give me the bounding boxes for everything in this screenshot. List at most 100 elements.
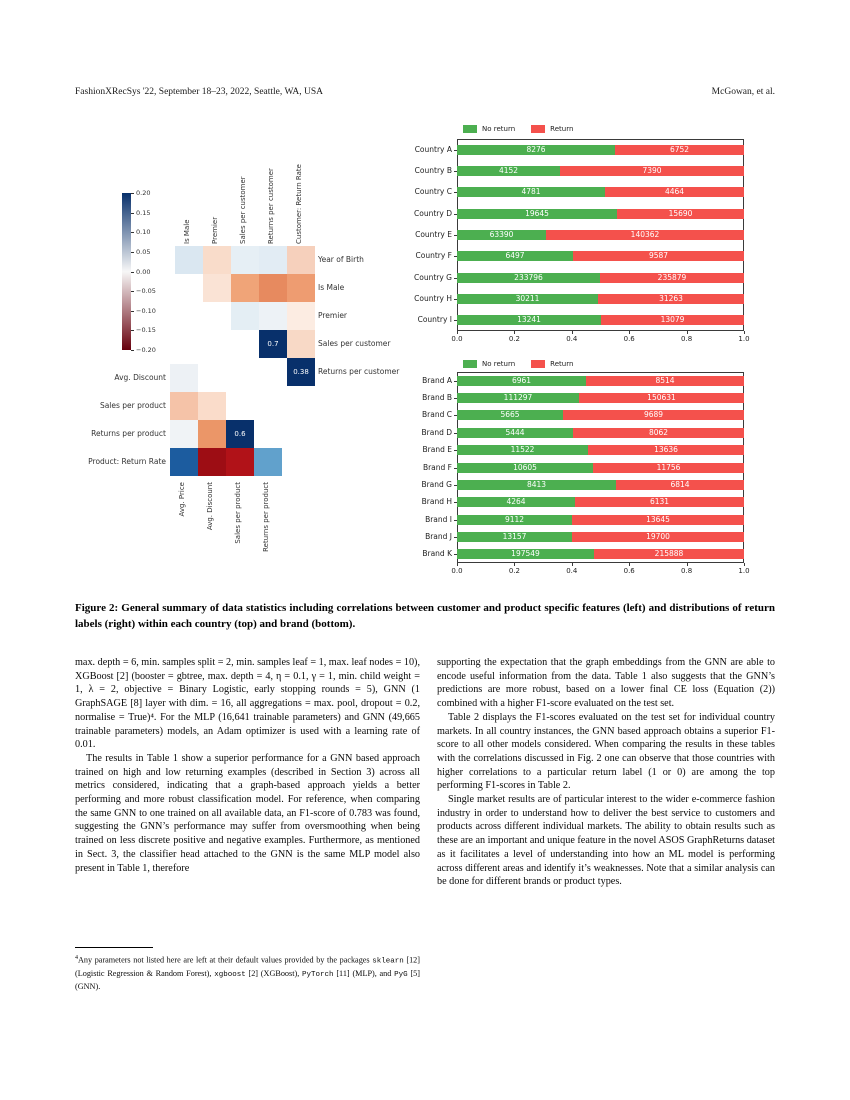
- heatmap-col-label: Sales per customer: [239, 176, 247, 244]
- x-axis-tick: [686, 331, 688, 334]
- bar-segment-no-return: 4264: [457, 497, 575, 508]
- bar-segment-return: 19700: [572, 531, 744, 542]
- colorbar-tick: [131, 291, 134, 293]
- category-label: Brand C: [422, 410, 452, 420]
- heatmap-row-label: Sales per product: [99, 401, 166, 410]
- x-tick-label: 0.2: [508, 335, 520, 343]
- heatmap-col-label: Sales per product: [234, 482, 242, 544]
- heatmap-cell: 0.6: [226, 420, 254, 448]
- footnote-code-text: PyTorch: [302, 970, 334, 979]
- y-axis-tick: [454, 519, 457, 521]
- x-axis-tick: [571, 563, 573, 566]
- heatmap-row-label: Returns per product: [91, 429, 166, 438]
- chart-legend: No return Return: [463, 125, 573, 133]
- heatmap-col-label: Customer: Return Rate: [295, 164, 303, 244]
- heatmap-col-label: Avg. Price: [178, 482, 186, 517]
- x-tick-label: 0.8: [681, 567, 693, 575]
- footnote-plain-text: Any parameters not listed here are left …: [78, 955, 373, 965]
- bar-segment-return: 13645: [572, 514, 744, 525]
- bar-segment-return: 11756: [593, 462, 744, 473]
- footnote-plain-text: [2] (XGBoost),: [245, 968, 303, 978]
- x-tick-label: 1.0: [738, 567, 750, 575]
- legend-swatch: [463, 125, 477, 133]
- colorbar-tick: [131, 330, 134, 332]
- heatmap-cell: [170, 392, 198, 420]
- legend-swatch: [531, 125, 546, 133]
- legend-item: Return: [531, 360, 573, 368]
- category-label: Brand F: [422, 462, 452, 472]
- footnote-plain-text: [12] (Logistic Regression & Random Fores…: [75, 955, 421, 978]
- heatmap-col-label: Returns per product: [262, 482, 270, 552]
- heatmap-col-label: Premier: [211, 216, 219, 244]
- legend-swatch: [463, 360, 477, 368]
- category-label: Country I: [417, 315, 452, 325]
- bar-segment-return: 9689: [563, 410, 744, 421]
- y-axis-tick: [454, 380, 457, 382]
- y-axis-tick: [454, 450, 457, 452]
- category-label: Country F: [415, 251, 453, 261]
- bar-segment-no-return: 6961: [457, 375, 586, 386]
- x-axis-tick: [514, 563, 516, 566]
- footnote-code-text: sklearn: [372, 957, 404, 966]
- y-axis-tick: [454, 192, 457, 194]
- body-paragraph: Table 2 displays the F1-scores evaluated…: [437, 711, 775, 792]
- running-header-authors: McGowan, et al.: [711, 87, 775, 97]
- footnote-text: 4Any parameters not listed here are left…: [75, 953, 420, 992]
- bar-segment-return: 9587: [573, 251, 744, 262]
- heatmap-cell: [231, 246, 259, 274]
- category-label: Country B: [414, 166, 452, 175]
- bar-segment-no-return: 8276: [457, 144, 615, 155]
- heatmap-col-label: Is Male: [183, 219, 191, 244]
- heatmap-cell: [259, 246, 287, 274]
- bar-segment-no-return: 111297: [457, 393, 579, 404]
- colorbar-tick-label: −0.15: [136, 326, 156, 335]
- heatmap-row-label: Avg. Discount: [114, 373, 166, 382]
- x-axis-tick: [457, 331, 458, 334]
- heatmap-cell: [203, 246, 231, 274]
- colorbar-tick: [131, 212, 134, 214]
- colorbar-tick-label: −0.10: [136, 306, 156, 315]
- heatmap-col-label: Returns per customer: [267, 168, 275, 244]
- x-axis-tick: [571, 331, 573, 334]
- y-axis-tick: [454, 213, 457, 215]
- bar-segment-no-return: 30211: [457, 294, 598, 304]
- bar-segment-no-return: 197549: [457, 549, 594, 560]
- footnote-code-text: xgboost: [214, 970, 246, 979]
- colorbar-tick: [131, 271, 134, 273]
- y-axis-tick: [454, 502, 457, 504]
- bar-segment-return: 13636: [588, 445, 744, 456]
- heatmap-row-label: Premier: [318, 311, 348, 320]
- y-axis-tick: [454, 320, 457, 322]
- legend-item: Return: [531, 125, 573, 133]
- bar-segment-no-return: 9112: [457, 514, 572, 525]
- y-axis-tick: [454, 256, 457, 258]
- bar-segment-return: 140362: [546, 230, 744, 240]
- colorbar-tick-label: 0.00: [136, 267, 151, 276]
- x-axis-tick: [686, 563, 688, 566]
- footnote: 4Any parameters not listed here are left…: [75, 947, 420, 992]
- x-tick-label: 0.2: [508, 567, 520, 575]
- y-axis-tick: [454, 536, 457, 538]
- y-axis-tick: [454, 299, 457, 300]
- y-axis-tick: [454, 398, 457, 400]
- legend-swatch: [531, 360, 546, 368]
- heatmap-cell: 0.7: [259, 330, 287, 358]
- y-axis-tick: [454, 149, 457, 151]
- category-label: Brand J: [425, 531, 452, 541]
- colorbar-tick: [131, 193, 134, 194]
- heatmap-row-label: Sales per customer: [318, 339, 391, 348]
- heatmap-cell: [170, 364, 198, 392]
- heatmap-row-label: Is Male: [318, 283, 345, 292]
- y-axis-tick: [454, 554, 457, 556]
- category-label: Brand K: [422, 549, 452, 559]
- bar-segment-return: 31263: [598, 294, 744, 304]
- legend-item: No return: [463, 360, 515, 368]
- footnote-rule: [75, 947, 153, 948]
- running-header-conference: FashionXRecSys '22, September 18–23, 202…: [75, 87, 323, 97]
- heatmap-cell: [287, 330, 315, 358]
- bar-segment-no-return: 8413: [457, 479, 616, 490]
- x-axis-tick: [629, 331, 631, 334]
- x-axis-tick: [744, 331, 745, 334]
